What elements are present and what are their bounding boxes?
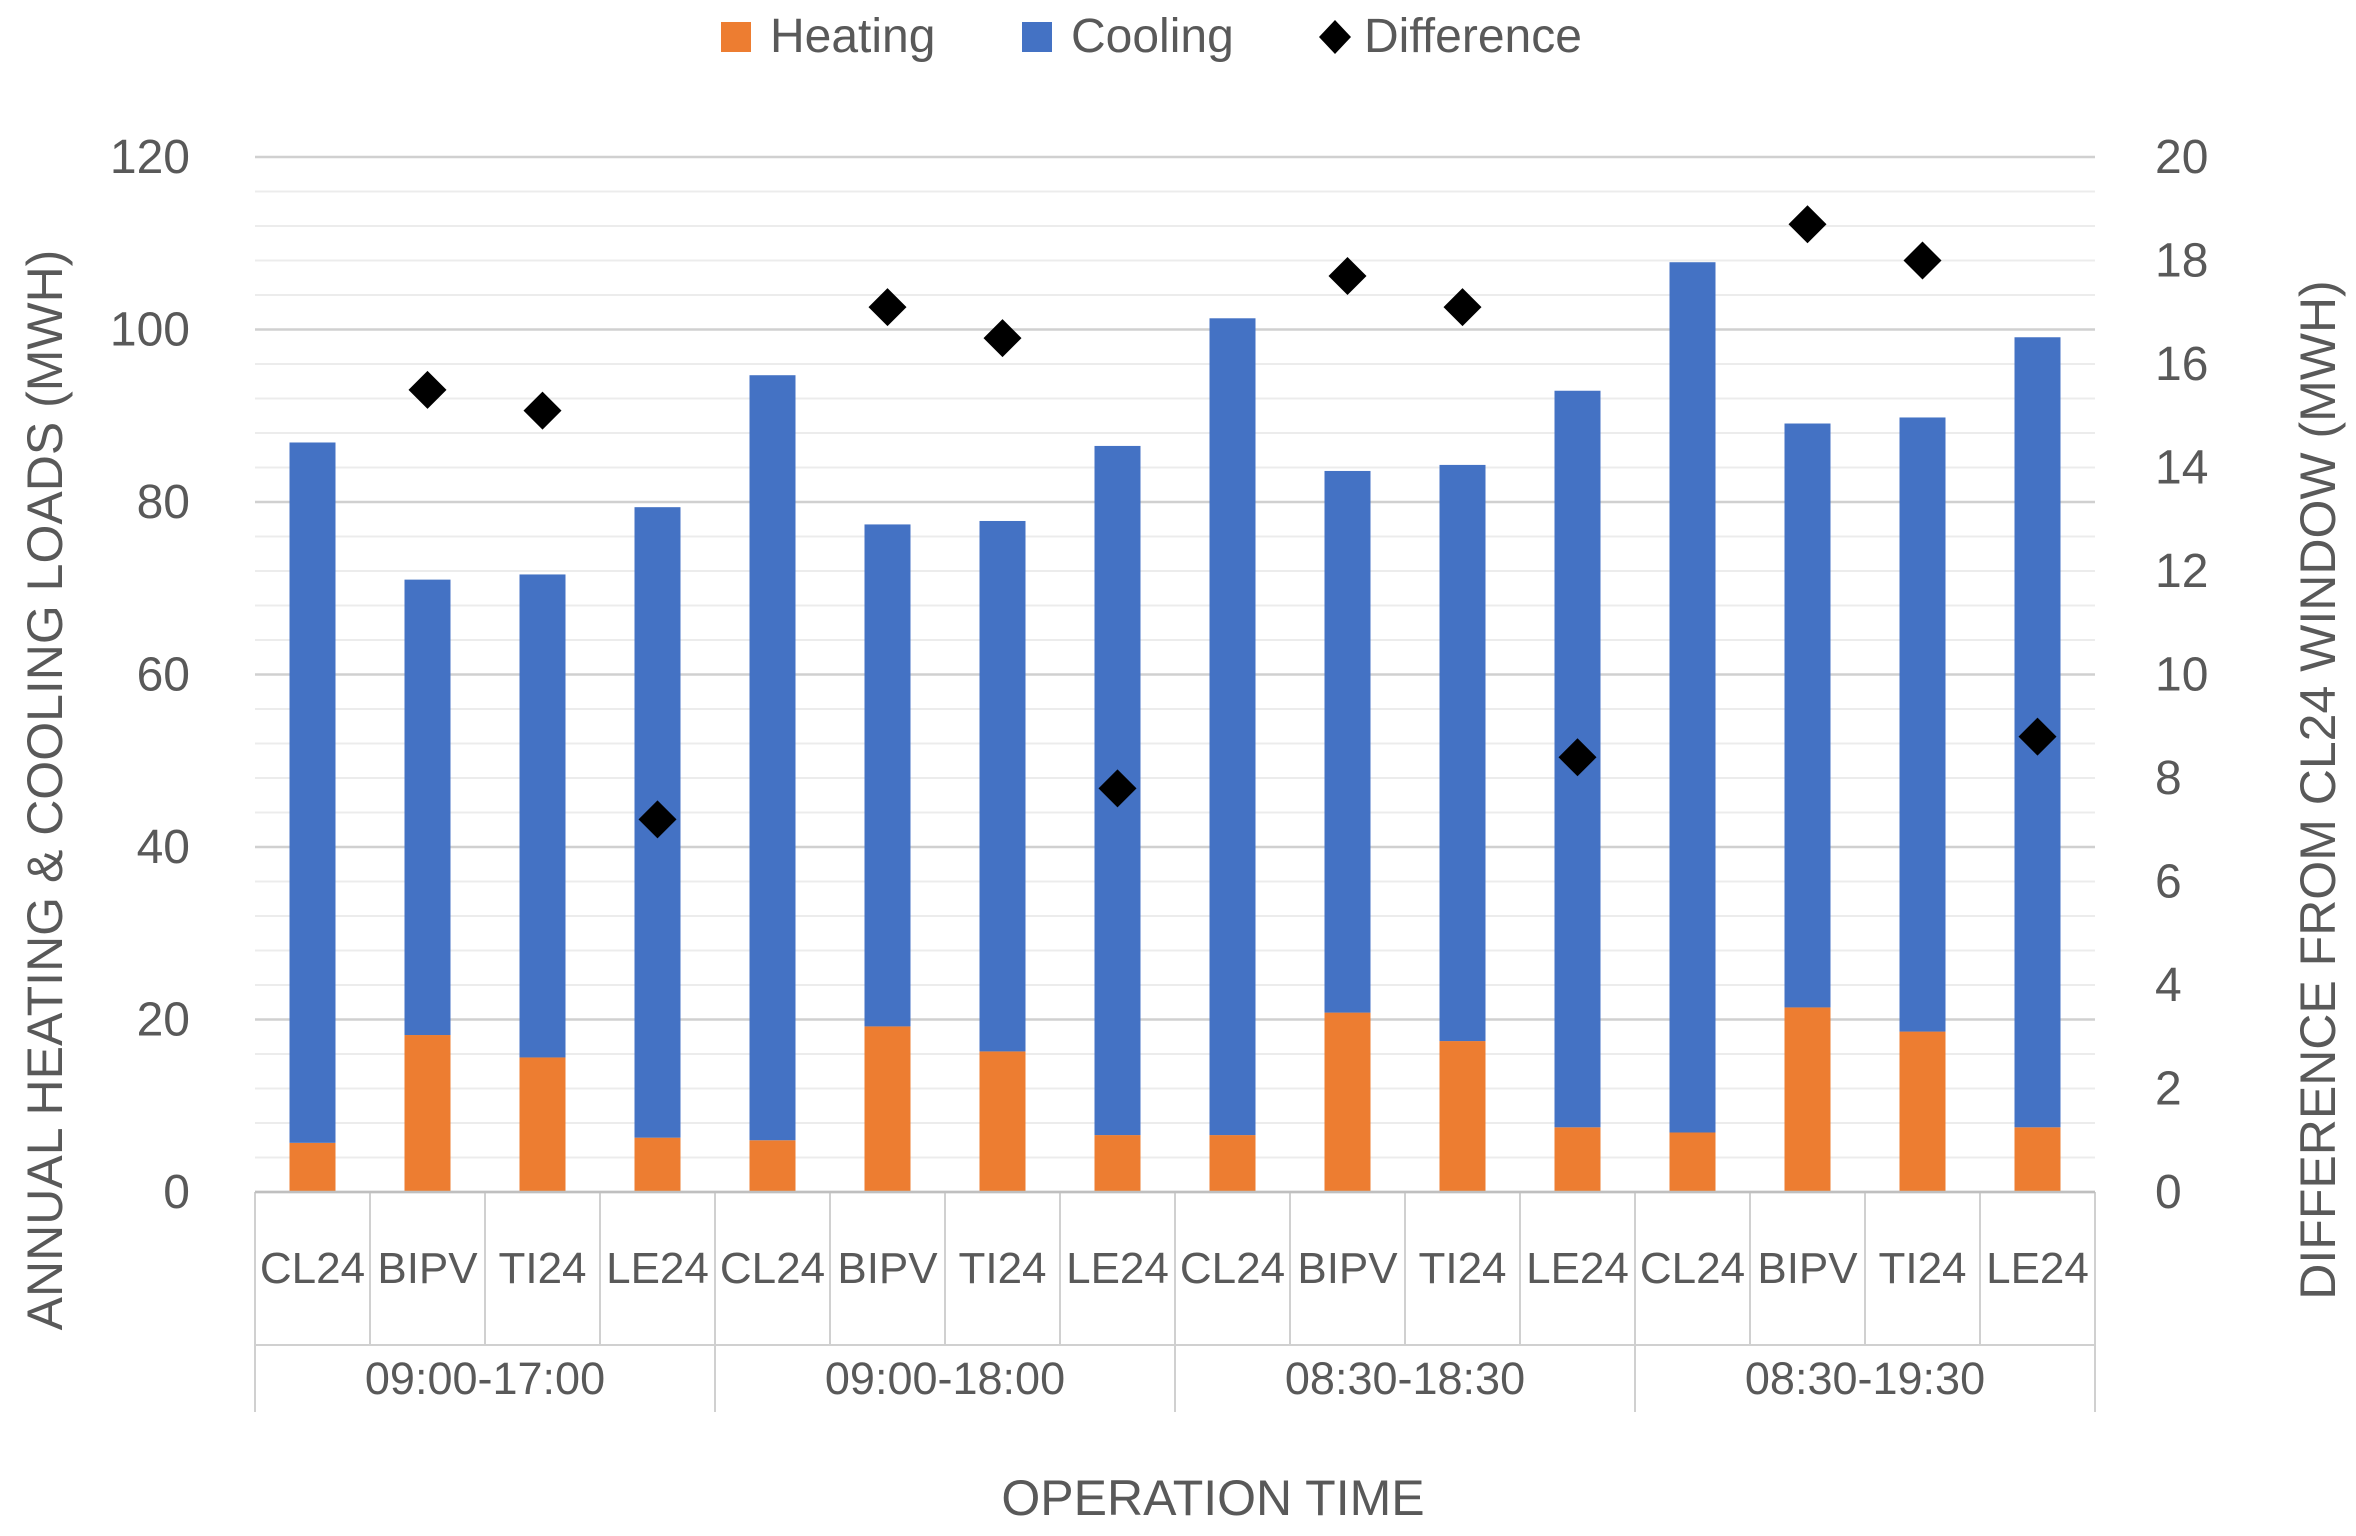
- category-label: CL24: [1640, 1244, 1745, 1293]
- difference-marker: [1558, 738, 1597, 777]
- y2-tick-label: 18: [2155, 235, 2208, 288]
- category-label: BIPV: [1757, 1244, 1858, 1293]
- difference-markers: [408, 205, 2057, 839]
- y-tick-label: 60: [137, 649, 190, 702]
- y2-tick-label: 0: [2155, 1166, 2182, 1219]
- category-label: TI24: [1878, 1244, 1966, 1293]
- bar-cooling: [1669, 262, 1716, 1133]
- y-tick-label: 100: [110, 304, 190, 357]
- x-axis-title: OPERATION TIME: [1001, 1470, 1424, 1526]
- y-tick-label: 20: [137, 994, 190, 1047]
- category-label: BIPV: [837, 1244, 938, 1293]
- bar-cooling: [979, 520, 1026, 1052]
- bar-cooling: [1209, 318, 1256, 1136]
- category-label: TI24: [498, 1244, 586, 1293]
- bar-cooling: [519, 574, 566, 1058]
- difference-marker: [868, 288, 907, 327]
- bar-cooling: [404, 579, 451, 1036]
- y2-tick-label: 16: [2155, 338, 2208, 391]
- bar-cooling: [864, 524, 911, 1027]
- category-label: TI24: [958, 1244, 1046, 1293]
- y2-tick-label: 2: [2155, 1063, 2182, 1116]
- bar-heating: [1669, 1132, 1716, 1192]
- bar-heating: [519, 1057, 566, 1192]
- category-label: CL24: [720, 1244, 825, 1293]
- bar-cooling: [1439, 464, 1486, 1042]
- bar-heating: [1209, 1135, 1256, 1192]
- group-label: 09:00-17:00: [365, 1353, 605, 1404]
- legend-swatch-heating: [721, 22, 751, 52]
- bar-cooling: [749, 375, 796, 1141]
- difference-marker: [1443, 288, 1482, 327]
- category-label: BIPV: [377, 1244, 478, 1293]
- bar-heating: [1324, 1012, 1371, 1192]
- difference-marker: [1788, 205, 1827, 244]
- y2-tick-label: 4: [2155, 959, 2182, 1012]
- bar-heating: [749, 1140, 796, 1192]
- difference-marker: [983, 319, 1022, 358]
- bar-heating: [1784, 1007, 1831, 1192]
- difference-marker: [1328, 257, 1367, 296]
- category-label: CL24: [1180, 1244, 1285, 1293]
- y2-axis-title: DIFFERENCE FROM CL24 WINDOW (MWH): [2290, 280, 2346, 1299]
- bar-heating: [634, 1137, 681, 1192]
- y-tick-label: 40: [137, 821, 190, 874]
- y2-tick-label: 20: [2155, 131, 2208, 184]
- category-label: LE24: [1526, 1244, 1629, 1293]
- bar-heating: [979, 1051, 1026, 1192]
- difference-marker: [2018, 717, 2057, 756]
- y-tick-label: 0: [163, 1166, 190, 1219]
- bar-heating: [1899, 1031, 1946, 1192]
- difference-marker: [1098, 769, 1137, 808]
- bar-heating: [404, 1035, 451, 1192]
- category-label: TI24: [1418, 1244, 1506, 1293]
- difference-marker: [408, 370, 447, 409]
- y-tick-label: 120: [110, 131, 190, 184]
- group-label: 09:00-18:00: [825, 1353, 1065, 1404]
- bar-cooling: [289, 442, 336, 1143]
- y2-tick-label: 12: [2155, 545, 2208, 598]
- y-tick-label: 80: [137, 476, 190, 529]
- legend-label-cooling: Cooling: [1071, 10, 1234, 63]
- bar-heating: [1439, 1041, 1486, 1192]
- legend-swatch-cooling: [1022, 22, 1052, 52]
- y2-tick-label: 6: [2155, 856, 2182, 909]
- legend: Heating Cooling Difference: [721, 10, 1582, 63]
- difference-marker: [1903, 241, 1942, 280]
- bar-heating: [1094, 1135, 1141, 1192]
- legend-label-difference: Difference: [1364, 10, 1582, 63]
- category-label: LE24: [1066, 1244, 1169, 1293]
- y2-tick-label: 14: [2155, 442, 2208, 495]
- bar-heating: [2014, 1127, 2061, 1192]
- y2-tick-label: 8: [2155, 752, 2182, 805]
- difference-marker: [638, 800, 677, 839]
- group-label: 08:30-19:30: [1745, 1353, 1985, 1404]
- category-label: LE24: [1986, 1244, 2089, 1293]
- category-label: LE24: [606, 1244, 709, 1293]
- legend-marker-difference: [1319, 20, 1351, 54]
- category-label: BIPV: [1297, 1244, 1398, 1293]
- group-label: 08:30-18:30: [1285, 1353, 1525, 1404]
- bars: [289, 262, 2061, 1192]
- legend-label-heating: Heating: [770, 10, 935, 63]
- bar-heating: [1554, 1127, 1601, 1192]
- bar-heating: [864, 1026, 911, 1192]
- bar-cooling: [1324, 470, 1371, 1013]
- y-axis-title: ANNUAL HEATING & COOLING LOADS (MWH): [17, 250, 73, 1331]
- bar-cooling: [1784, 423, 1831, 1008]
- category-label: CL24: [260, 1244, 365, 1293]
- y2-tick-label: 10: [2155, 649, 2208, 702]
- bar-heating: [289, 1142, 336, 1192]
- difference-marker: [523, 391, 562, 430]
- bar-cooling: [1899, 417, 1946, 1032]
